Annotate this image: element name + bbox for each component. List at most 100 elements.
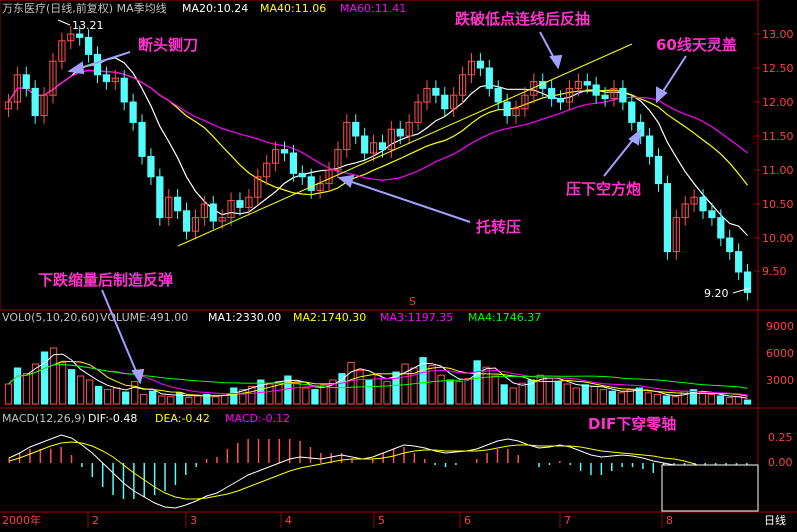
high-marker-line <box>57 19 71 26</box>
volume-bar <box>374 374 382 405</box>
candle-up <box>165 196 173 219</box>
ma40-value: MA40:11.06 <box>260 2 326 15</box>
price-header: 万东医疗(日线,前复权) MA季均线 MA20:10.24 MA40:11.06… <box>2 1 406 15</box>
volume-bar <box>149 390 157 405</box>
candle-down <box>548 87 556 100</box>
vol-value: VOLUME:491.00 <box>100 311 188 324</box>
candle-up <box>325 169 333 185</box>
time-axis-ticks <box>87 512 663 528</box>
price-tick: 9.50 <box>762 265 787 278</box>
volume-bar <box>221 394 229 405</box>
candle-down <box>361 135 369 154</box>
volume-bar <box>203 393 211 405</box>
volume-axis: 9000 6000 3000 <box>766 320 794 387</box>
candle-down <box>743 271 752 293</box>
volume-bar <box>67 369 76 405</box>
period-label[interactable]: 日线 <box>764 513 786 527</box>
macd-header: MACD(12,26,9) DIF:-0.48 DEA:-0.42 MACD:-… <box>2 412 290 425</box>
candle-down <box>120 77 128 103</box>
candle-down <box>494 87 502 103</box>
volume-bar <box>563 383 571 405</box>
volume-bar <box>590 385 598 405</box>
vol-ma3: MA3:1197.35 <box>380 311 453 324</box>
candle-up <box>200 203 208 219</box>
vol-ma2: MA2:1740.30 <box>293 311 366 324</box>
candle-up <box>334 149 342 171</box>
price-tick: 11.00 <box>762 164 794 177</box>
candle-up <box>423 87 431 103</box>
macd-dea: DEA:-0.42 <box>155 412 210 425</box>
candle-up <box>681 203 689 219</box>
price-tick: 10.50 <box>762 198 794 211</box>
candle-down <box>236 200 244 208</box>
volume-bar <box>464 377 472 405</box>
volume-header: VOL0(5,10,20,60) VOLUME:491.00 MA1:2330.… <box>2 311 541 324</box>
volume-bar <box>428 365 436 405</box>
volume-bar <box>662 395 671 405</box>
volume-bar <box>167 396 175 405</box>
candle-down <box>22 74 30 89</box>
volume-bar <box>599 389 607 405</box>
candle-up <box>271 149 280 164</box>
candle-down <box>708 210 716 219</box>
candle-up <box>690 196 698 205</box>
volume-bar <box>473 360 481 405</box>
candle-down <box>503 101 511 117</box>
candle-down <box>76 33 84 38</box>
candle-down <box>699 196 707 212</box>
arrow-head <box>628 128 642 146</box>
candle-down <box>93 53 102 76</box>
volume-bar <box>185 397 193 405</box>
time-tick: 4 <box>285 514 292 527</box>
volume-bar <box>40 351 49 405</box>
volume-bar <box>31 363 40 405</box>
volume-bar <box>500 384 508 405</box>
candle-up <box>4 101 13 110</box>
time-tick: 3 <box>190 514 197 527</box>
time-tick: 6 <box>464 514 471 527</box>
volume-bar <box>734 396 743 405</box>
volume-bar <box>455 381 463 405</box>
candle-down <box>156 176 164 219</box>
candle-down <box>182 210 191 232</box>
candle-up <box>343 121 351 151</box>
candle-down <box>628 101 636 123</box>
arrow-head <box>67 61 85 75</box>
volume-bar <box>725 397 734 405</box>
volume-bar <box>509 387 517 405</box>
vol-ma1-line <box>8 353 748 399</box>
annotation-yaxia: 压下空方炮 <box>566 180 641 198</box>
candle-up <box>263 162 271 178</box>
candle-down <box>102 74 111 83</box>
volume-bar <box>716 395 725 405</box>
candle-down <box>298 172 306 178</box>
candle-down <box>31 87 39 117</box>
macd-dif: DIF:-0.48 <box>88 412 137 425</box>
candle-up <box>67 33 75 42</box>
volume-bar <box>58 361 67 405</box>
candle-down <box>307 176 315 191</box>
macd-tick: 0.00 <box>768 456 793 469</box>
candle-down <box>396 128 404 137</box>
volume-bar <box>122 391 130 405</box>
vol-ma4-line <box>8 364 748 389</box>
ma20-value: MA20:10.24 <box>182 2 248 15</box>
volume-bar <box>212 396 220 405</box>
volume-bar <box>572 387 580 405</box>
volume-bar <box>13 367 22 405</box>
vol-title: VOL0(5,10,20,60) <box>2 311 99 324</box>
candle-down <box>592 84 600 96</box>
low-price-label: 9.20 <box>704 287 729 300</box>
candle-down <box>289 152 298 174</box>
ma60-line <box>7 69 748 181</box>
annotation-dif: DIF下穿零轴 <box>588 415 676 433</box>
volume-bar <box>536 374 544 405</box>
price-panel-frame <box>0 0 759 311</box>
arrow-line <box>603 135 637 177</box>
volume-bar <box>653 393 662 405</box>
annotation-tuozhuanya: 托转压 <box>476 218 521 236</box>
time-tick: 8 <box>666 514 673 527</box>
candle-up <box>610 87 618 100</box>
candle-up <box>530 81 538 96</box>
